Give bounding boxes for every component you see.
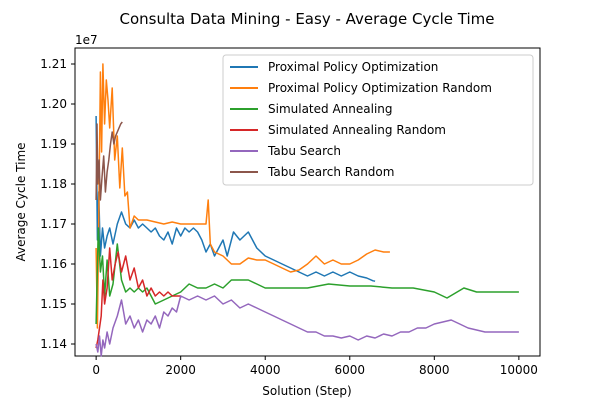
legend-label: Tabu Search <box>267 144 341 158</box>
legend-box <box>222 54 534 186</box>
series-lines <box>95 63 519 357</box>
x-tick-label: 4000 <box>250 363 281 377</box>
y-axis-label: Average Cycle Time <box>14 142 28 261</box>
y-offset-label: 1e7 <box>75 33 98 47</box>
series-line-4 <box>95 247 181 349</box>
y-tick-label: 1.15 <box>40 297 67 311</box>
series-line-2 <box>95 63 390 329</box>
legend-label: Proximal Policy Optimization Random <box>268 81 492 95</box>
x-tick-label: 6000 <box>334 363 365 377</box>
y-tick-label: 1.21 <box>40 57 67 71</box>
y-tick-label: 1.17 <box>40 217 67 231</box>
series-line-3 <box>95 227 519 325</box>
series-line-6 <box>95 121 123 201</box>
series-line-1 <box>95 115 376 282</box>
y-tick-label: 1.19 <box>40 137 67 151</box>
x-tick-label: 8000 <box>419 363 450 377</box>
x-axis: 0 2000 4000 6000 8000 10000 <box>92 356 538 377</box>
legend: Proximal Policy Optimization Proximal Pol… <box>222 54 534 186</box>
legend-label: Simulated Annealing Random <box>268 123 446 137</box>
x-tick-label: 10000 <box>500 363 538 377</box>
series-line-5 <box>95 295 519 357</box>
plot-frame <box>74 47 541 357</box>
legend-label: Simulated Annealing <box>268 102 393 116</box>
y-tick-label: 1.16 <box>40 257 67 271</box>
y-axis: 1.14 1.15 1.16 1.17 1.18 1.19 1.20 1.21 <box>40 57 75 351</box>
x-axis-label: Solution (Step) <box>262 384 351 398</box>
y-tick-label: 1.18 <box>40 177 67 191</box>
x-tick-label: 2000 <box>165 363 196 377</box>
x-tick-label: 0 <box>92 363 100 377</box>
legend-label: Tabu Search Random <box>267 165 394 179</box>
chart-title: Consulta Data Mining - Easy - Average Cy… <box>120 10 495 28</box>
legend-label: Proximal Policy Optimization <box>268 60 438 74</box>
y-tick-label: 1.14 <box>40 337 67 351</box>
plot-area <box>74 47 541 357</box>
y-tick-label: 1.20 <box>40 97 67 111</box>
